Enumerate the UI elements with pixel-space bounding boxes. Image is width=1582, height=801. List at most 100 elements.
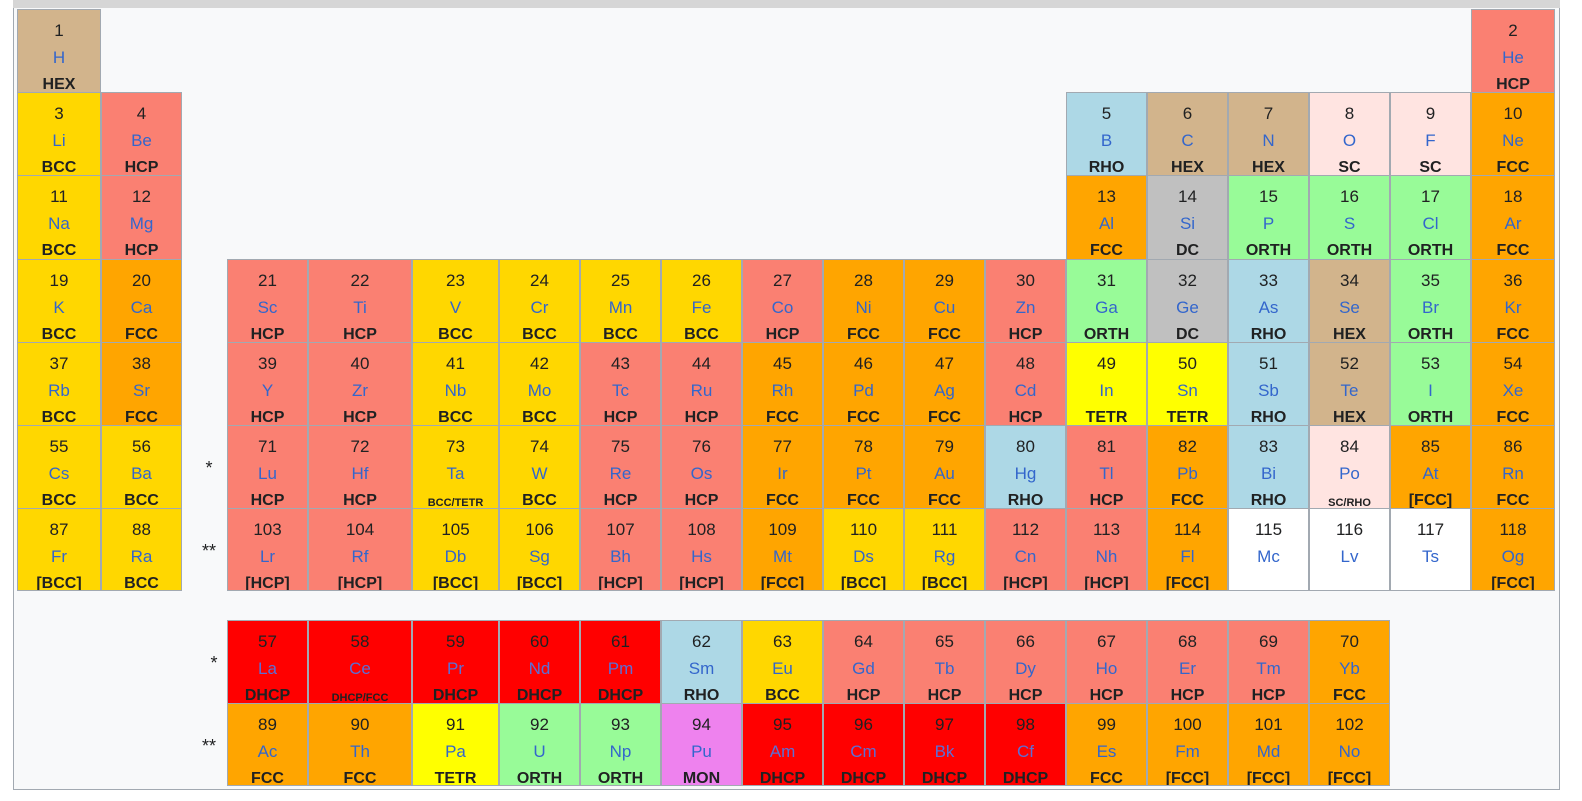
element-symbol-link[interactable]: P [1262,214,1275,233]
element-cell-co[interactable]: 27 Co HCP [742,259,823,343]
element-symbol-link[interactable]: Er [1179,659,1196,678]
element-cell-au[interactable]: 79 Au FCC [904,425,985,509]
element-symbol-link[interactable]: O [1342,131,1357,150]
element-cell-mt[interactable]: 109 Mt [FCC] [742,508,823,591]
element-symbol-link[interactable]: Bi [1260,464,1277,483]
element-symbol-link[interactable]: Au [934,464,955,483]
element-symbol-link[interactable]: Yb [1339,659,1360,678]
element-cell-po[interactable]: 84 Po SC/RHO [1309,425,1390,509]
element-cell-he[interactable]: 2 He HCP [1471,9,1555,93]
element-symbol-link[interactable]: Ba [131,464,152,483]
element-symbol-link[interactable]: At [1422,464,1439,483]
element-cell-tc[interactable]: 43 Tc HCP [580,342,661,426]
element-cell-cr[interactable]: 24 Cr BCC [499,259,580,343]
element-symbol-link[interactable]: Pt [855,464,872,483]
element-cell-al[interactable]: 13 Al FCC [1066,175,1147,260]
element-cell-ho[interactable]: 67 Ho HCP [1066,620,1147,704]
element-symbol-link[interactable]: Co [771,298,794,317]
element-cell-nd[interactable]: 60 Nd DHCP [499,620,580,704]
element-cell-er[interactable]: 68 Er HCP [1147,620,1228,704]
element-symbol-link[interactable]: B [1100,131,1113,150]
element-symbol-link[interactable]: Hs [691,547,712,566]
element-symbol-link[interactable]: Th [350,742,370,761]
element-symbol-link[interactable]: Og [1501,547,1525,566]
element-cell-o[interactable]: 8 O SC [1309,92,1390,176]
element-symbol-link[interactable]: Tm [1256,659,1281,678]
element-symbol-link[interactable]: U [533,742,546,761]
element-symbol-link[interactable]: No [1338,742,1361,761]
element-symbol-link[interactable]: Mg [129,214,154,233]
element-symbol-link[interactable]: Ta [446,464,465,483]
element-cell-na[interactable]: 11 Na BCC [17,175,101,260]
element-symbol-link[interactable]: Ts [1422,547,1439,566]
element-symbol-link[interactable]: Zn [1015,298,1036,317]
element-symbol-link[interactable]: Rn [1502,464,1524,483]
element-cell-li[interactable]: 3 Li BCC [17,92,101,176]
element-symbol-link[interactable]: Tc [612,381,629,400]
element-symbol-link[interactable]: Lu [258,464,277,483]
element-symbol-link[interactable]: Pa [445,742,466,761]
element-symbol-link[interactable]: Ir [777,464,788,483]
element-symbol-link[interactable]: Nd [528,659,551,678]
element-symbol-link[interactable]: Cn [1014,547,1037,566]
element-cell-kr[interactable]: 36 Kr FCC [1471,259,1555,343]
element-cell-ir[interactable]: 77 Ir FCC [742,425,823,509]
element-symbol-link[interactable]: Dy [1015,659,1036,678]
element-cell-rn[interactable]: 86 Rn FCC [1471,425,1555,509]
element-cell-la[interactable]: 57 La DHCP [227,620,308,704]
element-cell-re[interactable]: 75 Re HCP [580,425,661,509]
element-symbol-link[interactable]: Bk [934,742,955,761]
element-cell-mg[interactable]: 12 Mg HCP [101,175,182,260]
element-cell-mc[interactable]: 115 Mc [1228,508,1309,591]
element-symbol-link[interactable]: Am [769,742,796,761]
element-symbol-link[interactable]: Cs [48,464,70,483]
element-symbol-link[interactable]: Mo [527,381,552,400]
element-cell-pb[interactable]: 82 Pb FCC [1147,425,1228,509]
element-cell-ag[interactable]: 47 Ag FCC [904,342,985,426]
element-symbol-link[interactable]: Rg [933,547,956,566]
element-cell-ts[interactable]: 117 Ts [1390,508,1471,591]
element-symbol-link[interactable]: Se [1339,298,1360,317]
element-cell-ca[interactable]: 20 Ca FCC [101,259,182,343]
element-cell-be[interactable]: 4 Be HCP [101,92,182,176]
element-cell-f[interactable]: 9 F SC [1390,92,1471,176]
element-symbol-link[interactable]: Ho [1095,659,1118,678]
element-cell-tl[interactable]: 81 Tl HCP [1066,425,1147,509]
element-symbol-link[interactable]: Sc [257,298,278,317]
element-symbol-link[interactable]: Sm [688,659,715,678]
element-cell-v[interactable]: 23 V BCC [412,259,499,343]
element-cell-ni[interactable]: 28 Ni FCC [823,259,904,343]
element-symbol-link[interactable]: Te [1340,381,1359,400]
element-cell-db[interactable]: 105 Db [BCC] [412,508,499,591]
element-cell-ti[interactable]: 22 Ti HCP [308,259,412,343]
element-cell-am[interactable]: 95 Am DHCP [742,703,823,786]
element-symbol-link[interactable]: V [449,298,462,317]
element-symbol-link[interactable]: I [1428,381,1433,400]
element-cell-ne[interactable]: 10 Ne FCC [1471,92,1555,176]
element-cell-cm[interactable]: 96 Cm DHCP [823,703,904,786]
element-symbol-link[interactable]: Ca [130,298,153,317]
element-cell-si[interactable]: 14 Si DC [1147,175,1228,260]
element-symbol-link[interactable]: Hf [351,464,369,483]
element-cell-zr[interactable]: 40 Zr HCP [308,342,412,426]
element-cell-cn[interactable]: 112 Cn [HCP] [985,508,1066,591]
element-cell-hf[interactable]: 72 Hf HCP [308,425,412,509]
element-symbol-link[interactable]: Eu [772,659,793,678]
element-cell-hg[interactable]: 80 Hg RHO [985,425,1066,509]
element-cell-ds[interactable]: 110 Ds [BCC] [823,508,904,591]
element-symbol-link[interactable]: Ti [353,298,367,317]
element-cell-pu[interactable]: 94 Pu MON [661,703,742,786]
element-symbol-link[interactable]: Cr [530,298,549,317]
element-cell-cd[interactable]: 48 Cd HCP [985,342,1066,426]
element-symbol-link[interactable]: Ce [349,659,371,678]
element-symbol-link[interactable]: Fr [50,547,68,566]
element-cell-no[interactable]: 102 No [FCC] [1309,703,1390,786]
element-cell-yb[interactable]: 70 Yb FCC [1309,620,1390,704]
element-cell-pd[interactable]: 46 Pd FCC [823,342,904,426]
element-cell-at[interactable]: 85 At [FCC] [1390,425,1471,509]
element-symbol-link[interactable]: Mt [773,547,792,566]
element-cell-tm[interactable]: 69 Tm HCP [1228,620,1309,704]
element-cell-i[interactable]: 53 I ORTH [1390,342,1471,426]
element-symbol-link[interactable]: Ac [257,742,278,761]
element-symbol-link[interactable]: Md [1256,742,1281,761]
